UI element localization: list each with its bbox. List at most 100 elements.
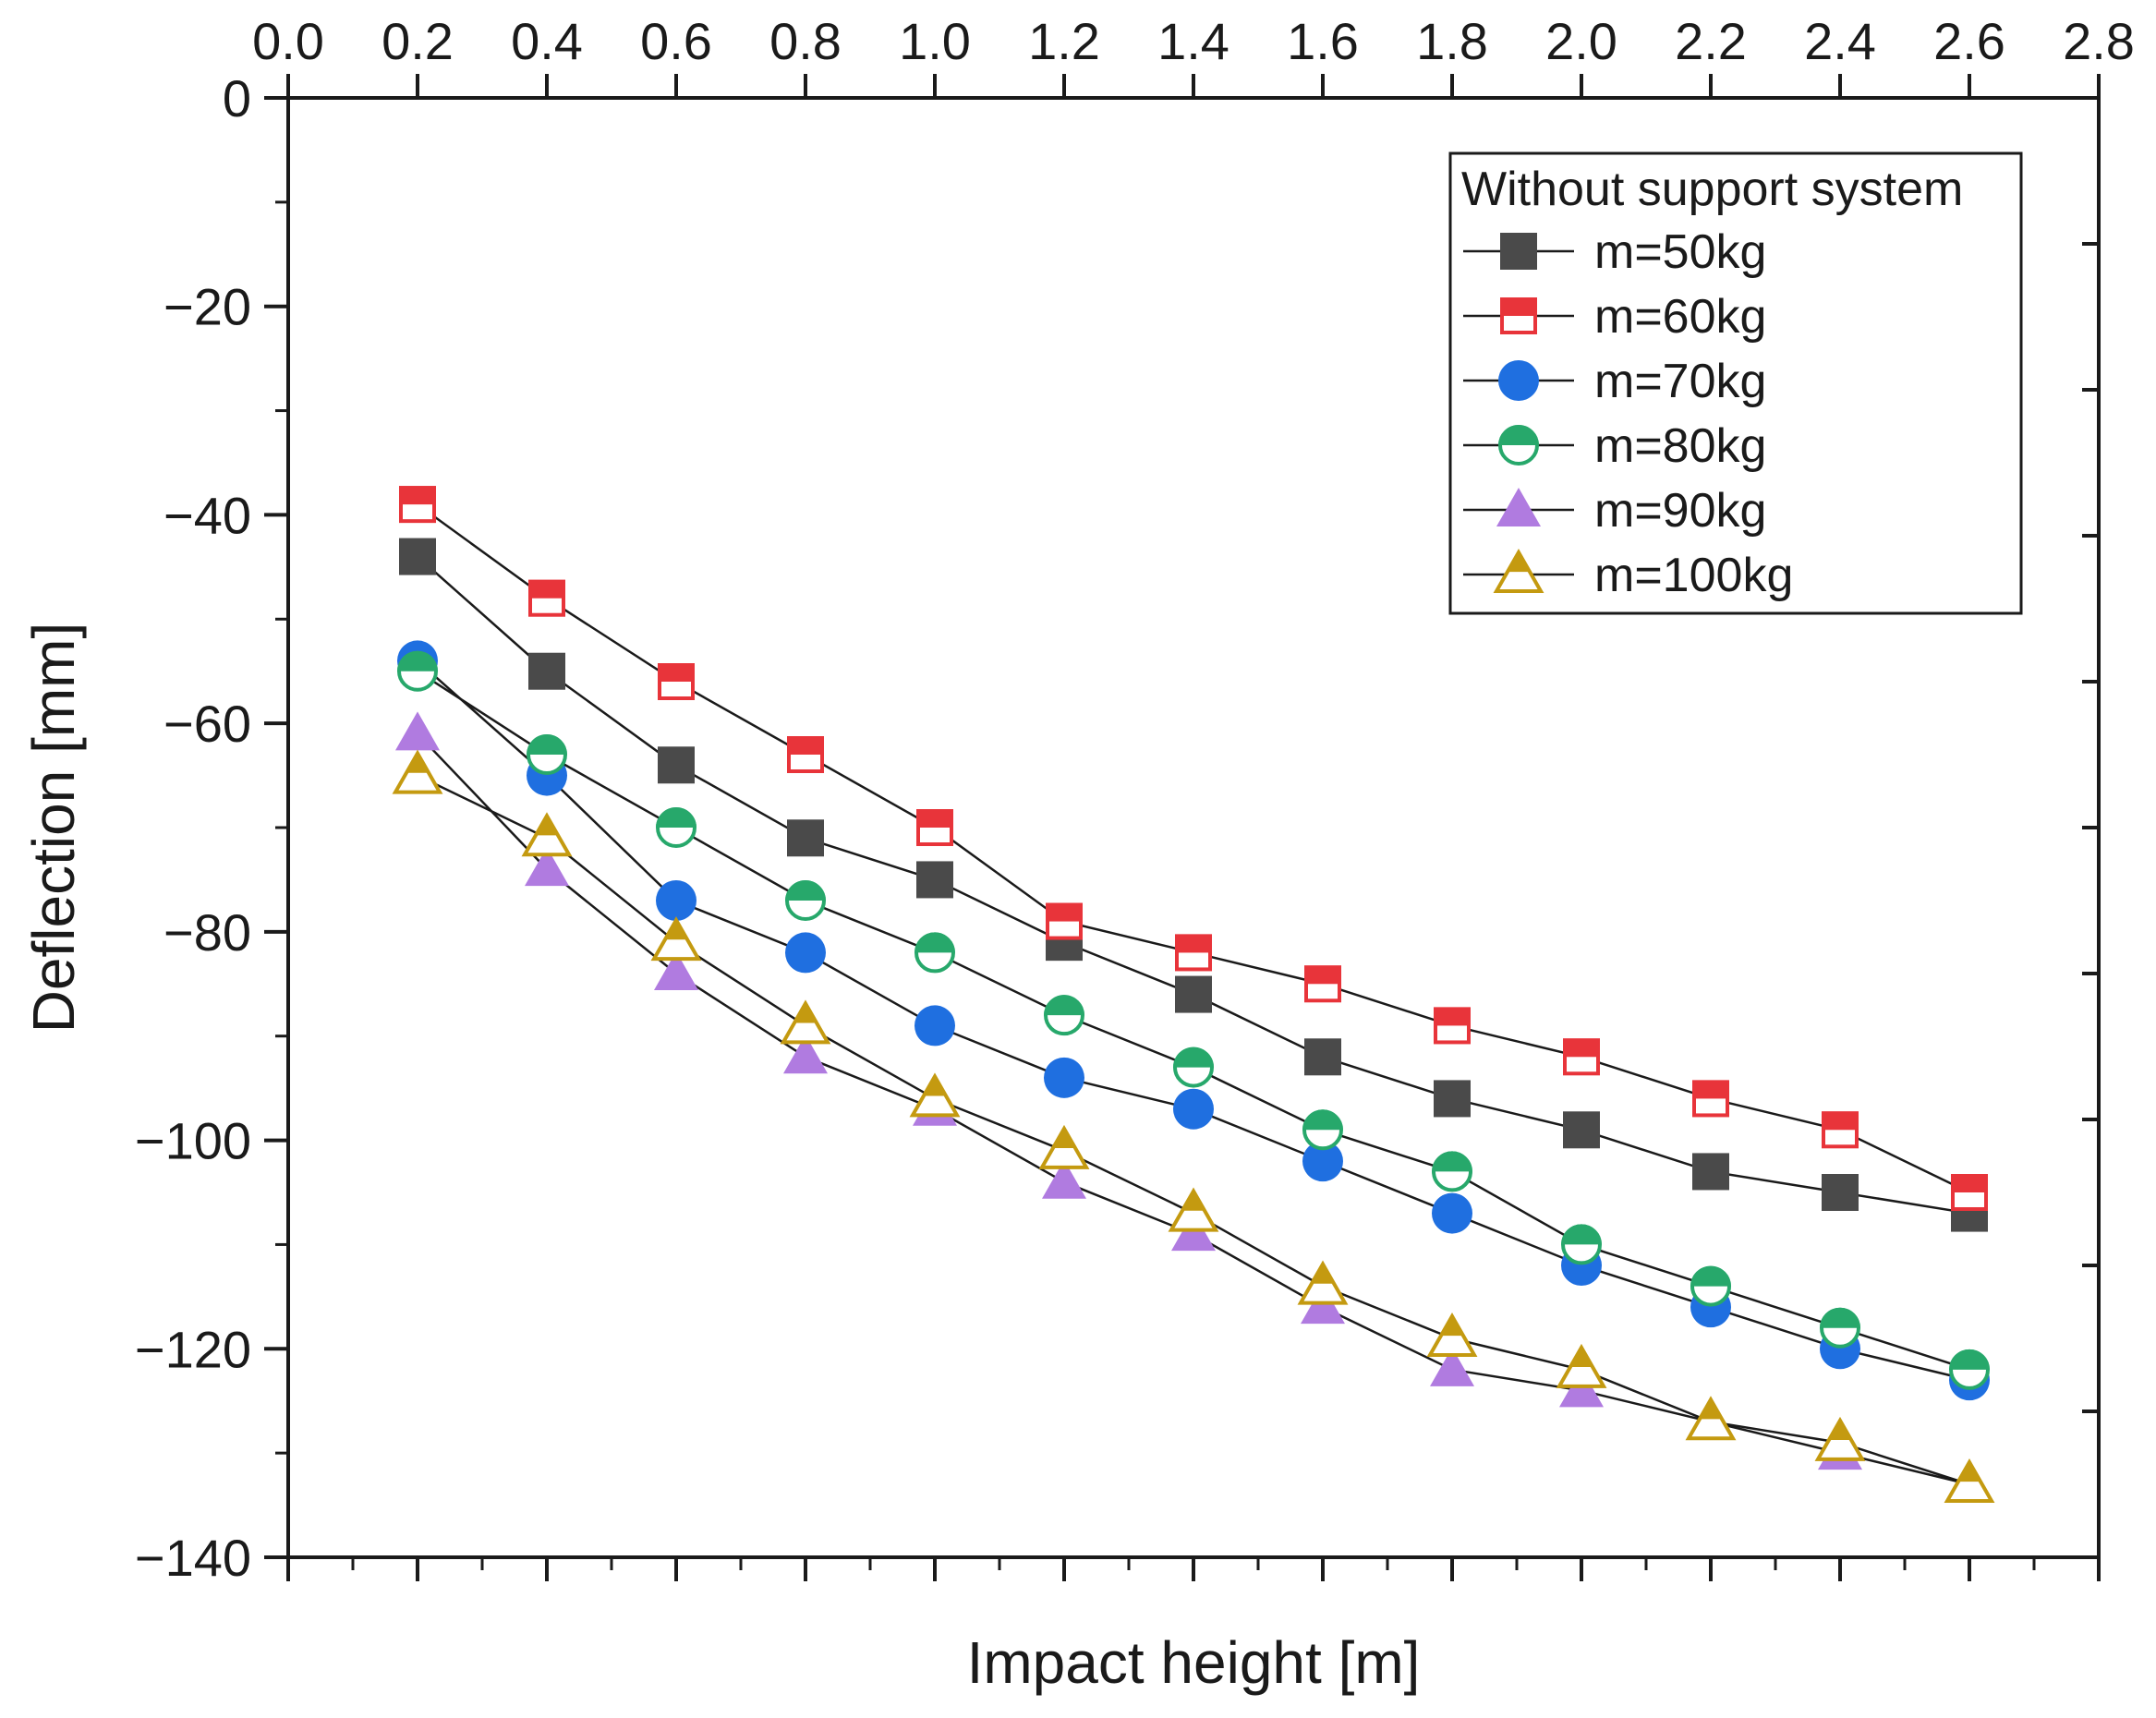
data-point [1173,1088,1214,1130]
y-tick-label: −120 [135,1320,251,1378]
data-point [527,734,567,775]
data-point [1944,1458,1995,1503]
x-tick-label: 1.2 [1028,12,1100,70]
data-point [780,999,831,1045]
data-point [1434,1080,1471,1118]
legend: Without support system m=50kg m=60kg m=70kg… [1448,151,2023,615]
x-tick-label: 2.2 [1675,12,1747,70]
legend-item: m=50kg [1463,225,1766,279]
x-tick-label: 2.4 [1804,12,1876,70]
series-m=70kg [397,640,1990,1401]
x-tick-label: 1.6 [1287,12,1359,70]
data-point [916,809,953,846]
y-tick-label: −20 [164,278,251,336]
y-tick-label: 0 [223,69,251,127]
x-tick-label: 0.8 [769,12,842,70]
x-tick-label: 1.0 [899,12,971,70]
data-point [1692,1080,1729,1118]
series-line [417,670,1970,1372]
data-point [525,847,569,887]
legend-marker [1498,425,1539,466]
data-point [392,749,443,794]
x-tick-label: 0.2 [382,12,454,70]
data-point [656,880,696,921]
legend-marker [1500,233,1537,270]
data-point [785,932,826,974]
data-point [1302,1141,1343,1182]
legend-label: m=90kg [1594,484,1766,538]
data-point [1173,1047,1214,1088]
data-point [395,711,440,751]
y-tick-label: −40 [164,486,251,544]
x-tick-label: 0.0 [252,12,324,70]
data-point [1430,1347,1474,1386]
legend-label: m=80kg [1594,419,1766,473]
y-axis-title: Deflection [mm] [20,623,87,1034]
x-tick-label: 2.8 [2063,12,2135,70]
data-point [521,812,573,857]
data-point [1044,995,1084,1036]
data-point [1042,1159,1086,1199]
data-point [1046,902,1083,940]
data-point [1038,1124,1090,1169]
series-layer [392,486,1995,1503]
y-tick-label: −80 [164,903,251,962]
legend-marker [1493,548,1544,593]
data-point [1426,1312,1478,1357]
data-point [787,819,824,857]
axes: 0.0 0.2 0.4 0.6 0.8 1.0 1.2 1.4 1.6 1.8 2.0 2.2 2.4 2… [20,12,2135,1696]
data-point [658,663,695,700]
data-point [1175,975,1212,1013]
data-point [1563,1038,1600,1076]
legend-marker [1496,488,1541,526]
legend-label: m=50kg [1594,225,1766,279]
data-point [1685,1396,1737,1441]
series-m=50kg [399,538,1988,1232]
legend-marker [1500,297,1537,334]
legend-item: m=70kg [1463,355,1766,408]
legend-label: m=60kg [1594,290,1766,344]
data-point [1561,1224,1602,1265]
data-point [397,650,438,692]
x-tick-label: 0.6 [640,12,712,70]
x-tick-label: 1.8 [1416,12,1488,70]
legend-item: m=80kg [1463,419,1766,473]
series-m=60kg [399,486,1988,1211]
x-tick-label: 2.6 [1933,12,2005,70]
data-point [1175,934,1212,972]
data-point [1302,1109,1343,1151]
y-tick-label: −140 [135,1529,251,1587]
data-point [1168,1187,1219,1232]
series-line [417,774,1970,1486]
series-m=80kg [397,650,1990,1390]
legend-label: m=100kg [1594,549,1793,602]
x-axis-title: Impact height [m] [967,1629,1421,1696]
data-point [1820,1307,1860,1349]
data-point [1951,1174,1988,1211]
data-point [1692,1153,1729,1191]
data-point [1949,1349,1990,1390]
data-point [650,916,702,962]
data-point [1822,1111,1859,1149]
x-tick-label: 1.4 [1157,12,1229,70]
data-point [783,1034,828,1074]
series-m=100kg [392,749,1995,1503]
data-point [909,1072,961,1118]
data-point [656,807,696,848]
data-point [1814,1416,1866,1461]
data-point [654,951,698,990]
data-point [1822,1174,1859,1211]
data-point [787,736,824,773]
legend-item: m=60kg [1463,290,1766,344]
data-point [1432,1151,1472,1192]
data-point [916,861,953,899]
data-point [1434,1007,1471,1045]
x-tick-label: 2.0 [1545,12,1617,70]
legend-box [1448,151,2023,615]
data-point [1297,1260,1349,1305]
data-point [1304,1038,1341,1076]
x-tick-label: 0.4 [511,12,583,70]
legend-marker [1498,360,1539,401]
legend-title: Without support system [1461,163,1963,216]
